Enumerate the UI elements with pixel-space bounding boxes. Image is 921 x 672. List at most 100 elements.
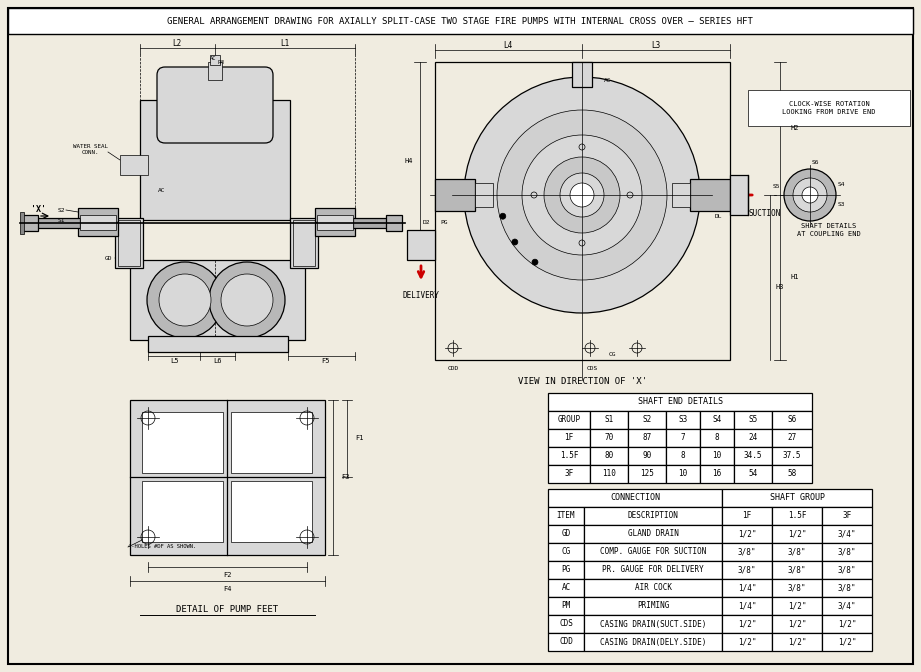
Text: D2: D2 <box>423 220 430 226</box>
Text: 87: 87 <box>642 433 652 442</box>
Text: 3/8": 3/8" <box>738 548 756 556</box>
Text: H1: H1 <box>790 274 799 280</box>
Circle shape <box>221 274 273 326</box>
Text: L1: L1 <box>280 40 289 48</box>
Text: CONN.: CONN. <box>81 151 99 155</box>
Bar <box>700 411 734 429</box>
Text: H4: H4 <box>404 158 413 164</box>
Text: S3: S3 <box>838 202 845 208</box>
Circle shape <box>500 213 506 219</box>
Bar <box>548 489 722 507</box>
Bar <box>722 525 772 543</box>
Text: 1/2": 1/2" <box>738 638 756 646</box>
Text: PG: PG <box>440 220 448 226</box>
Text: AIR COCK: AIR COCK <box>635 583 671 593</box>
Bar <box>548 633 584 651</box>
Text: 1.5F: 1.5F <box>787 511 806 521</box>
Text: 10: 10 <box>712 452 722 460</box>
Text: GLAND DRAIN: GLAND DRAIN <box>627 530 679 538</box>
Bar <box>210 55 220 65</box>
Text: 8: 8 <box>715 433 719 442</box>
Bar <box>548 447 590 465</box>
Text: COMP. GAUGE FOR SUCTION: COMP. GAUGE FOR SUCTION <box>600 548 706 556</box>
Bar <box>208 62 222 80</box>
Bar <box>584 507 722 525</box>
Circle shape <box>560 173 604 217</box>
Bar <box>231 481 312 542</box>
Bar <box>822 633 872 651</box>
Bar <box>666 465 700 483</box>
Bar <box>672 183 690 207</box>
Text: AC: AC <box>562 583 571 593</box>
Text: L6: L6 <box>213 358 221 364</box>
Bar <box>548 561 584 579</box>
Text: F2: F2 <box>223 572 231 578</box>
Text: 3/8": 3/8" <box>738 566 756 575</box>
Bar <box>78 208 118 222</box>
Text: S6: S6 <box>811 161 819 165</box>
Text: 3/8": 3/8" <box>787 548 806 556</box>
Bar <box>628 411 666 429</box>
Bar <box>722 561 772 579</box>
Text: 1/2": 1/2" <box>787 638 806 646</box>
Text: 3/8": 3/8" <box>838 583 857 593</box>
Bar <box>590 465 628 483</box>
Bar <box>772 543 822 561</box>
Text: DETAIL OF PUMP FEET: DETAIL OF PUMP FEET <box>176 605 278 614</box>
Bar <box>584 525 722 543</box>
Bar <box>722 633 772 651</box>
Bar <box>118 220 140 266</box>
Text: S1: S1 <box>604 415 613 425</box>
Text: S1: S1 <box>57 218 65 222</box>
Bar <box>584 597 722 615</box>
Text: S2: S2 <box>642 415 652 425</box>
Text: 3/8": 3/8" <box>787 566 806 575</box>
Circle shape <box>802 187 818 203</box>
Bar <box>734 465 772 483</box>
Bar <box>722 489 872 507</box>
Text: 3F: 3F <box>565 470 574 478</box>
Text: CG: CG <box>562 548 571 556</box>
Bar <box>772 411 812 429</box>
Bar <box>80 215 116 230</box>
Bar <box>666 411 700 429</box>
Text: 1/2": 1/2" <box>787 530 806 538</box>
Bar <box>140 100 290 220</box>
Text: WATER SEAL: WATER SEAL <box>73 144 108 149</box>
Bar <box>584 633 722 651</box>
Circle shape <box>512 239 518 245</box>
Text: GD: GD <box>104 255 111 261</box>
Bar <box>20 212 24 234</box>
Bar <box>315 222 355 236</box>
Text: GROUP: GROUP <box>557 415 580 425</box>
Text: 4-HOLES #DF AS SHOWN.: 4-HOLES #DF AS SHOWN. <box>128 544 196 550</box>
Bar <box>722 597 772 615</box>
Text: 34.5: 34.5 <box>744 452 763 460</box>
Text: S5: S5 <box>749 415 758 425</box>
Text: AC: AC <box>210 56 216 60</box>
Text: 80: 80 <box>604 452 613 460</box>
Text: 1/2": 1/2" <box>838 620 857 628</box>
Text: PRIMING: PRIMING <box>636 601 670 610</box>
Text: CDD: CDD <box>559 638 573 646</box>
Text: S3: S3 <box>679 415 688 425</box>
Bar <box>548 507 584 525</box>
Bar <box>700 465 734 483</box>
Text: CASING DRAIN(DELY.SIDE): CASING DRAIN(DELY.SIDE) <box>600 638 706 646</box>
Text: S5: S5 <box>773 185 780 190</box>
Text: SHAFT END DETAILS: SHAFT END DETAILS <box>637 398 722 407</box>
Bar <box>317 215 353 230</box>
Text: 1/2": 1/2" <box>738 530 756 538</box>
Bar <box>142 481 223 542</box>
Text: H2: H2 <box>790 125 799 131</box>
Text: 24: 24 <box>749 433 758 442</box>
Bar <box>822 597 872 615</box>
Text: PM: PM <box>217 60 224 65</box>
Circle shape <box>522 135 642 255</box>
Text: 1/4": 1/4" <box>738 583 756 593</box>
Bar <box>548 543 584 561</box>
Bar <box>115 218 143 268</box>
Bar <box>35 218 80 228</box>
Text: 125: 125 <box>640 470 654 478</box>
Text: PR. GAUGE FOR DELIVERY: PR. GAUGE FOR DELIVERY <box>602 566 704 575</box>
